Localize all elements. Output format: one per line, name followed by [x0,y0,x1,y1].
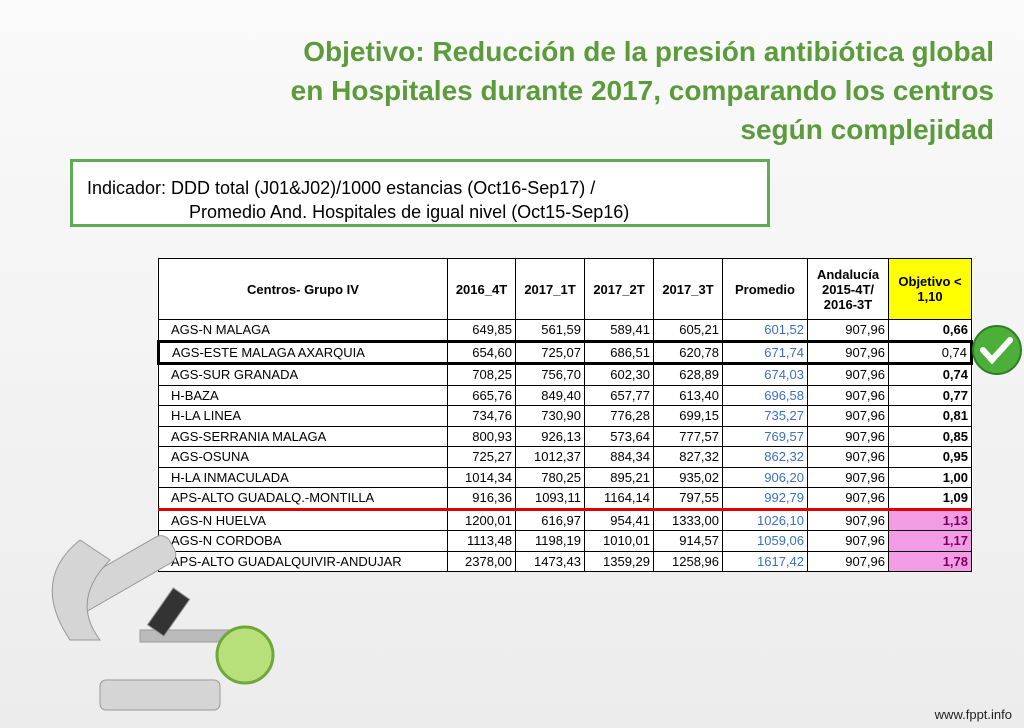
table-cell: 895,21 [584,466,654,488]
table-cell: 0,77 [888,384,972,406]
table-cell: 1200,01 [447,507,516,531]
table-cell: 696,58 [722,384,808,406]
indicator-line: Promedio And. Hospitales de igual nivel … [189,202,630,222]
check-mark [980,337,1013,365]
table-cell: 1,78 [888,550,972,572]
header-cell: Andalucía 2015-4T/ 2016-3T [807,258,889,320]
table-cell: 1359,29 [584,550,654,572]
table-cell: APS-ALTO GUADALQUIVIR-ANDUJAR [158,550,448,572]
table-cell: 620,78 [653,339,723,365]
table-cell: 628,89 [653,363,723,386]
table-cell: 916,36 [447,487,516,510]
table-cell: 1617,42 [722,550,808,572]
table-cell: 1164,14 [584,487,654,510]
table-cell: 665,76 [447,384,516,406]
table-cell: 907,96 [807,363,889,386]
table-cell: 649,85 [447,319,516,342]
cell-icon [215,625,275,685]
table-cell: AGS-N CORDOBA [158,530,448,552]
table-cell: 780,25 [515,466,585,488]
table-row: AGS-N HUELVA 1200,01 616,97 954,41 1333,00 10… [158,507,972,531]
table-row: AGS-ESTE MALAGA AXARQUIA 654,60 725,07 686,… [157,339,973,365]
data-table: Centros- Grupo IV 2016_4T 2017_1T 2017_2T 20… [157,258,973,572]
table-cell: 0,85 [888,425,972,447]
table-cell: H-LA INMACULADA [158,466,448,488]
footer-site: www.fppt.info [934,707,1012,722]
table-cell: 1026,10 [722,507,808,531]
table-row: AGS-SUR GRANADA 708,25 756,70 602,30 628,89 6… [158,363,972,386]
table-cell: AGS-SERRANIA MALAGA [158,425,448,447]
table-cell: AGS-OSUNA [158,446,448,468]
table-cell: 1012,37 [515,446,585,468]
title-line: Objetivo: Reducción de la presión antibi… [303,36,994,67]
table-cell: 907,96 [807,550,889,572]
table-cell: 1258,96 [653,550,723,572]
table-cell: 1333,00 [653,507,723,531]
table-cell: 1,13 [888,507,972,531]
table-row: AGS-N CORDOBA 1113,48 1198,19 1010,01 914,57… [158,530,972,552]
table-cell: 708,25 [447,363,516,386]
microscope [51,535,231,711]
table-cell: AGS-N HUELVA [158,507,448,531]
table-row: AGS-SERRANIA MALAGA 800,93 926,13 573,64 777… [158,425,972,447]
table-row: AGS-OSUNA 725,27 1012,37 884,34 827,32 862,32… [158,446,972,468]
title-line: según complejidad [740,114,994,145]
table-cell: AGS-ESTE MALAGA AXARQUIA [157,339,448,365]
table-row: H-LA INMACULADA 1014,34 780,25 895,21 935,02… [158,466,972,488]
table-cell: 907,96 [807,446,889,468]
table-cell: 769,57 [722,425,808,447]
table-cell: 992,79 [722,487,808,510]
table-row: AGS-N MALAGA 649,85 561,59 589,41 605,21 601,… [158,319,972,342]
header-cell: Objetivo < 1,10 [888,258,972,320]
table-cell: 1010,01 [584,530,654,552]
table-cell: 616,97 [515,507,585,531]
table-cell: 800,93 [447,425,516,447]
header-cell: 2017_3T [653,258,723,320]
table-cell: 674,03 [722,363,808,386]
table-cell: 1198,19 [515,530,585,552]
table-cell: 601,52 [722,319,808,342]
header-cell: Centros- Grupo IV [158,258,448,320]
table-cell: 907,96 [807,339,889,365]
header-cell: 2017_1T [515,258,585,320]
title-line: en Hospitales durante 2017, comparando l… [290,75,994,106]
header-cell: 2017_2T [584,258,654,320]
indicator-box: Indicador: DDD total (J01&J02)/1000 esta… [70,159,770,227]
table-cell: APS-ALTO GUADALQ.-MONTILLA [158,487,448,510]
table-cell: 725,07 [515,339,585,365]
table-cell: 1113,48 [447,530,516,552]
table-cell: 926,13 [515,425,585,447]
table-cell: 734,76 [447,405,516,427]
indicator-line: Indicador: DDD total (J01&J02)/1000 esta… [87,178,596,198]
table-cell: 862,32 [722,446,808,468]
table-cell: 0,66 [888,319,972,342]
table-cell: 1473,43 [515,550,585,572]
table-cell: 0,74 [888,339,973,365]
table-row: APS-ALTO GUADALQUIVIR-ANDUJAR 2378,00 1473… [158,550,972,572]
table-cell: 884,34 [584,446,654,468]
table-cell: 907,96 [807,507,889,531]
table-cell: 1,00 [888,466,972,488]
table-cell: 907,96 [807,466,889,488]
table-cell: 777,57 [653,425,723,447]
title: Objetivo: Reducción de la presión antibi… [291,32,994,149]
table-cell: 0,74 [888,363,972,386]
header-cell: Promedio [722,258,808,320]
table-cell: 2378,00 [447,550,516,572]
table-cell: 699,15 [653,405,723,427]
